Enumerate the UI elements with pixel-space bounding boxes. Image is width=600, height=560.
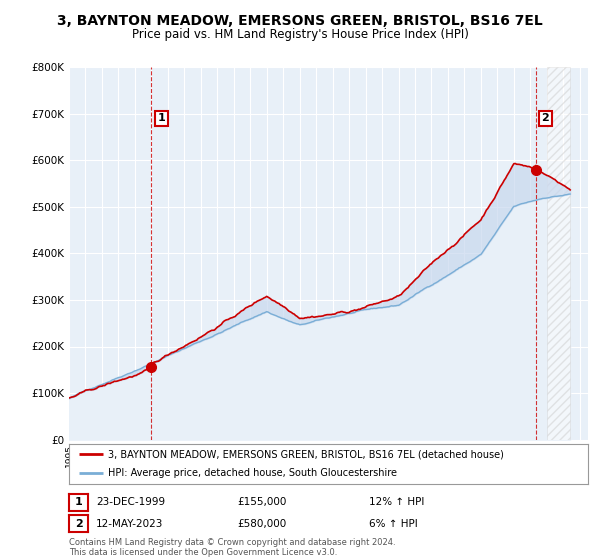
Text: £580,000: £580,000: [237, 519, 286, 529]
Text: 2: 2: [75, 519, 82, 529]
Text: 6% ↑ HPI: 6% ↑ HPI: [369, 519, 418, 529]
Text: 12% ↑ HPI: 12% ↑ HPI: [369, 497, 424, 507]
Text: 3, BAYNTON MEADOW, EMERSONS GREEN, BRISTOL, BS16 7EL (detached house): 3, BAYNTON MEADOW, EMERSONS GREEN, BRIST…: [108, 449, 504, 459]
Text: HPI: Average price, detached house, South Gloucestershire: HPI: Average price, detached house, Sout…: [108, 468, 397, 478]
Text: 2: 2: [541, 114, 549, 123]
Text: 3, BAYNTON MEADOW, EMERSONS GREEN, BRISTOL, BS16 7EL: 3, BAYNTON MEADOW, EMERSONS GREEN, BRIST…: [57, 14, 543, 28]
Text: £155,000: £155,000: [237, 497, 286, 507]
Text: Price paid vs. HM Land Registry's House Price Index (HPI): Price paid vs. HM Land Registry's House …: [131, 28, 469, 41]
Text: 1: 1: [158, 114, 166, 123]
Text: 12-MAY-2023: 12-MAY-2023: [96, 519, 163, 529]
Text: Contains HM Land Registry data © Crown copyright and database right 2024.
This d: Contains HM Land Registry data © Crown c…: [69, 538, 395, 557]
Text: 23-DEC-1999: 23-DEC-1999: [96, 497, 165, 507]
Text: 1: 1: [75, 497, 82, 507]
